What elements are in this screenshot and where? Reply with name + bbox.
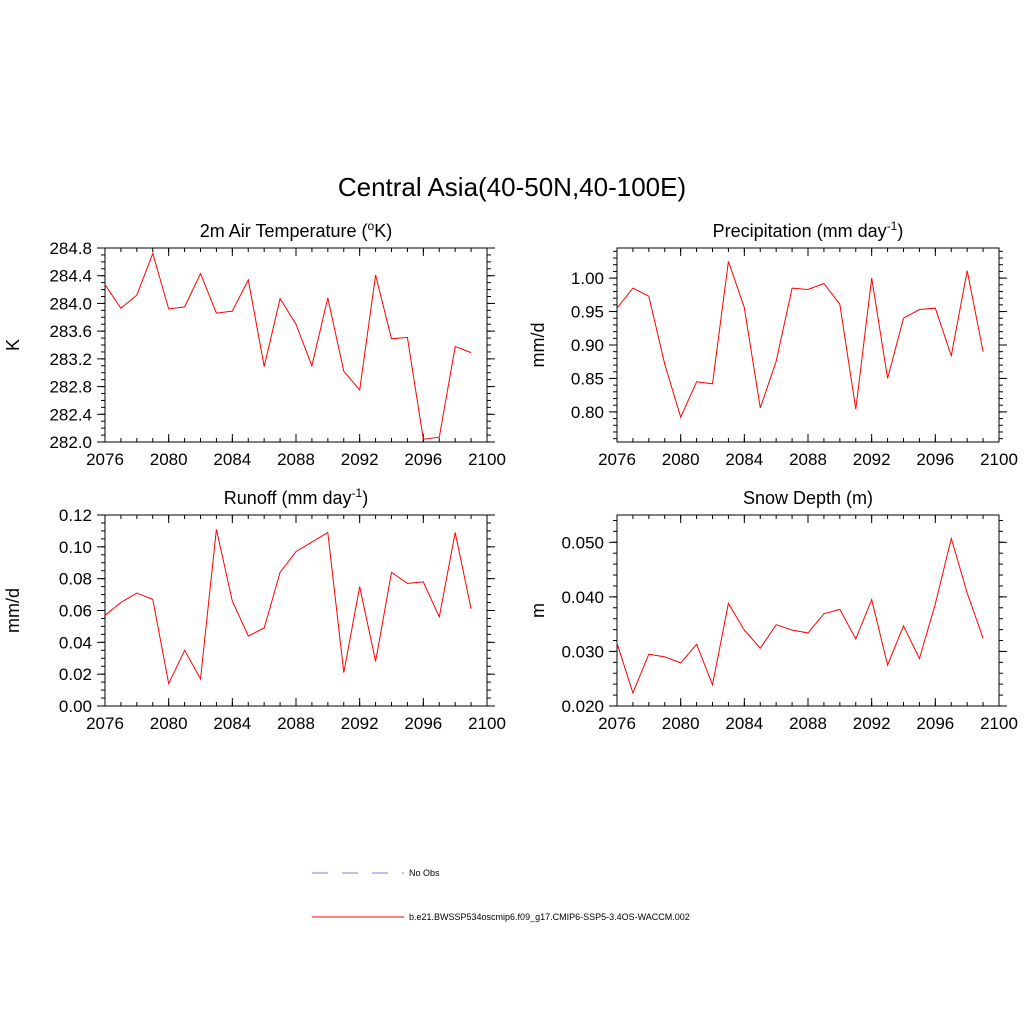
panel-title: Precipitation (mm day-1) (713, 219, 904, 241)
x-tick-label: 2092 (853, 450, 891, 469)
x-tick-label: 2076 (86, 450, 124, 469)
x-tick-label: 2080 (150, 714, 188, 733)
x-tick-label: 2076 (86, 714, 124, 733)
x-tick-label: 2080 (150, 450, 188, 469)
y-tick-label: 0.90 (571, 336, 604, 355)
x-tick-label: 2100 (980, 450, 1018, 469)
panel-runoff: 2076 2080 2084 2088 2092 2096 2100 0.00 0.02 0.04… (3, 486, 506, 733)
legend: No Obs b.e21.BWSSP534oscmip6.f09_g17.CMI… (312, 868, 690, 922)
x-tick-label: 2080 (662, 450, 700, 469)
legend-label-model: b.e21.BWSSP534oscmip6.f09_g17.CMIP6-SSP5… (409, 912, 690, 922)
y-tick-label: 283.6 (49, 322, 92, 341)
x-tick-label: 2076 (598, 714, 636, 733)
y-tick-label: 0.04 (59, 633, 92, 652)
x-tick-label: 2092 (341, 450, 379, 469)
x-tick-label: 2084 (213, 450, 251, 469)
series-line-temperature (104, 251, 472, 440)
y-tick-label: 0.06 (59, 602, 92, 621)
x-tick-label: 2096 (916, 450, 954, 469)
x-tick-label: 2088 (277, 714, 315, 733)
x-tick-label: 2084 (725, 714, 763, 733)
x-tick-label: 2080 (662, 714, 700, 733)
y-tick-label: 283.2 (49, 350, 92, 369)
x-tick-label: 2084 (725, 450, 763, 469)
x-tick-label: 2100 (468, 450, 506, 469)
y-tick-label: 282.8 (49, 378, 92, 397)
y-tick-label: 0.95 (571, 303, 604, 322)
y-tick-label: 0.020 (561, 697, 604, 716)
y-tick-label: 0.040 (561, 588, 604, 607)
x-tick-label: 2088 (277, 450, 315, 469)
y-tick-label: 0.00 (59, 697, 92, 716)
x-tick-label: 2076 (598, 450, 636, 469)
y-tick-label: 0.02 (59, 665, 92, 684)
panel-title: 2m Air Temperature (oK) (200, 219, 392, 241)
x-tick-label: 2100 (468, 714, 506, 733)
y-tick-label: 284.8 (49, 239, 92, 258)
panel-precipitation: 2076 2080 2084 2088 2092 2096 2100 0.80 0.85 0.90… (528, 219, 1018, 469)
y-tick-label: 0.050 (561, 533, 604, 552)
panel-snow-depth: 2076 2080 2084 2088 2092 2096 2100 0.020 0.030 0.… (528, 488, 1018, 733)
figure-title: Central Asia(40-50N,40-100E) (338, 172, 686, 202)
x-tick-label: 2084 (213, 714, 251, 733)
series-line-precipitation (616, 261, 984, 419)
plot-frame (104, 514, 488, 707)
x-tick-label: 2096 (404, 714, 442, 733)
x-tick-label: 2088 (789, 714, 827, 733)
panel-title: Runoff (mm day-1) (224, 486, 368, 508)
legend-label-no-obs: No Obs (409, 868, 440, 878)
y-axis-label: K (3, 339, 23, 351)
panel-title: Snow Depth (m) (743, 488, 873, 508)
y-tick-label: 0.85 (571, 369, 604, 388)
plot-frame (104, 247, 488, 443)
y-tick-label: 284.4 (49, 267, 92, 286)
x-tick-label: 2096 (404, 450, 442, 469)
series-line-snow-depth (616, 536, 984, 695)
y-axis-label: m (528, 603, 548, 618)
x-tick-label: 2092 (341, 714, 379, 733)
y-tick-label: 0.80 (571, 403, 604, 422)
y-tick-label: 282.4 (49, 405, 92, 424)
x-tick-label: 2096 (916, 714, 954, 733)
y-tick-label: 1.00 (571, 269, 604, 288)
plot-frame (616, 247, 1000, 443)
y-tick-label: 284.0 (49, 294, 92, 313)
y-tick-label: 0.030 (561, 642, 604, 661)
x-tick-label: 2092 (853, 714, 891, 733)
plot-frame (616, 514, 1000, 707)
panel-temperature: 2076 2080 2084 2088 2092 2096 2100 282.0 282.4 28… (3, 219, 506, 469)
y-axis-label: mm/d (3, 588, 23, 633)
series-line-runoff (104, 529, 472, 686)
panels: 2076 2080 2084 2088 2092 2096 2100 282.0 282.4 28… (3, 219, 1018, 733)
x-tick-label: 2088 (789, 450, 827, 469)
y-tick-label: 282.0 (49, 433, 92, 452)
y-axis-label: mm/d (528, 323, 548, 368)
y-tick-label: 0.12 (59, 506, 92, 525)
x-tick-label: 2100 (980, 714, 1018, 733)
y-tick-label: 0.10 (59, 538, 92, 557)
y-tick-label: 0.08 (59, 570, 92, 589)
